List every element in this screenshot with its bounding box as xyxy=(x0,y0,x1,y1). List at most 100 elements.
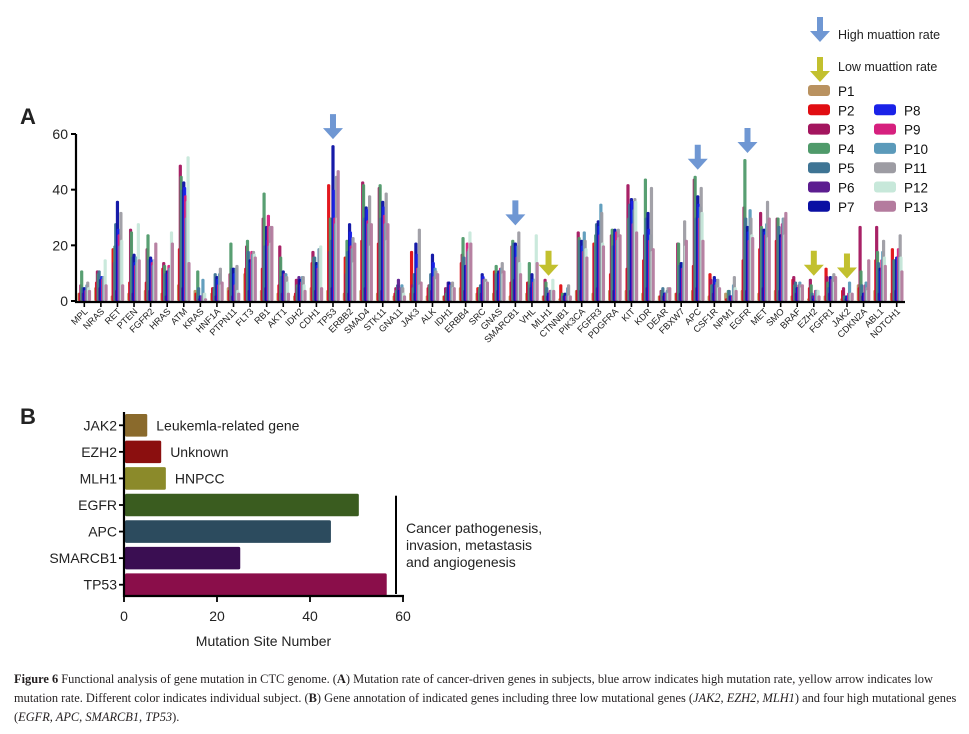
bar-ctnnb1-p13 xyxy=(568,295,572,301)
high-mutation-arrow-icon-shape xyxy=(687,144,708,170)
gene-group-apc xyxy=(690,175,705,301)
legend-high-arrow-icon xyxy=(810,17,830,42)
legend-label-p2: P2 xyxy=(838,103,855,118)
gene-group-jak3 xyxy=(409,228,423,301)
legend-swatch-p6 xyxy=(808,181,830,193)
legend-swatch-p4 xyxy=(808,142,830,154)
y-tick-label: TP53 xyxy=(84,577,118,593)
gene-group-pdgfra xyxy=(608,228,622,301)
gene-group-alk xyxy=(425,253,440,301)
x-tick-label: 0 xyxy=(120,608,128,624)
gene-group-notch1 xyxy=(889,234,904,301)
gene-group-fbxw7 xyxy=(674,220,688,301)
bar-egfr-p13 xyxy=(751,236,755,301)
x-tick-label: 60 xyxy=(395,608,411,624)
high-mutation-arrow-icon xyxy=(737,128,758,154)
high-mutation-arrow-icon xyxy=(322,114,343,140)
legend-swatch-p5 xyxy=(808,162,830,174)
gene-group-gnas xyxy=(492,262,506,301)
bar-erbb2-p13 xyxy=(353,242,357,301)
bar-kras-p13 xyxy=(203,298,208,301)
legend-swatch-p11 xyxy=(874,162,896,174)
bar-pik3ca-p13 xyxy=(585,256,589,301)
gene-group-pten xyxy=(127,223,141,301)
bar-idh1-p13 xyxy=(452,287,456,301)
legend-swatch-p1 xyxy=(808,85,830,96)
panel-a-chart: 0204060MPLNRASRETPTENFGFR2HRASATMKRASHNF… xyxy=(52,17,940,345)
bar-nras-p13 xyxy=(104,284,108,301)
bar-smad4-p13 xyxy=(369,223,373,301)
gene-group-tp53 xyxy=(326,145,340,301)
caption-label: Figure 6 xyxy=(14,672,59,686)
bar-stk11-p13 xyxy=(386,223,390,301)
group-annotation-line: Cancer pathogenesis, xyxy=(406,520,542,536)
gene-group-hras xyxy=(160,231,174,301)
gene-group-nras xyxy=(94,259,108,301)
hbar-smarcb1 xyxy=(125,546,241,570)
bar-met-p13 xyxy=(767,217,771,301)
caption-text: ) Gene annotation of indicated genes inc… xyxy=(316,691,693,705)
x-tick-label: FLT3 xyxy=(234,306,256,328)
bar-notch1-p13 xyxy=(900,270,904,301)
high-mutation-arrow-icon-shape xyxy=(505,200,526,226)
y-tick-label: 40 xyxy=(52,182,68,198)
group-annotation-line: invasion, metastasis xyxy=(406,537,532,553)
bar-ptpn11-p13 xyxy=(237,292,241,301)
gene-group-egfr xyxy=(740,159,755,301)
low-mutation-arrow-icon-shape xyxy=(803,250,824,276)
gene-group-pik3ca xyxy=(574,231,589,301)
gene-group-fgfr1 xyxy=(823,267,838,301)
gene-group-smad4 xyxy=(359,181,373,301)
legend-label-p8: P8 xyxy=(904,103,921,118)
hbar-tp53 xyxy=(125,573,387,596)
caption-ref-b: B xyxy=(308,691,317,705)
bar-alk-p13 xyxy=(436,273,440,301)
bar-gnas-p13 xyxy=(502,270,506,301)
y-tick-label: 0 xyxy=(60,293,68,309)
annotation-mlh1: HNPCC xyxy=(175,470,225,486)
figure-caption: Figure 6 Functional analysis of gene mut… xyxy=(14,670,959,727)
legend-label-p1: P1 xyxy=(838,84,855,99)
legend-label-p3: P3 xyxy=(838,123,855,138)
bar-rb1-p13 xyxy=(270,225,274,301)
bar-npm1-p13 xyxy=(734,289,738,301)
gene-group-cdh1 xyxy=(309,245,324,301)
legend-label-p4: P4 xyxy=(838,142,855,157)
legend-low-arrow-icon-shape xyxy=(810,57,830,82)
gene-group-braf xyxy=(790,275,805,301)
hbar-ezh2 xyxy=(125,440,162,464)
legend-label-p7: P7 xyxy=(838,200,855,215)
gene-group-gna11 xyxy=(392,278,407,301)
gene-group-stk11 xyxy=(375,184,390,301)
high-mutation-arrow-icon-shape xyxy=(737,128,758,154)
legend-swatch-p13 xyxy=(874,200,896,212)
bar-fgfr3-p13 xyxy=(601,245,606,301)
gene-group-dear xyxy=(657,287,672,301)
gene-group-src xyxy=(475,273,489,301)
legend-label-p13: P13 xyxy=(904,200,928,215)
hbar-mlh1 xyxy=(125,467,166,490)
gene-group-ret xyxy=(110,200,125,301)
bar-mpl-p13 xyxy=(87,289,92,301)
bar-kit-p13 xyxy=(635,231,639,301)
bar-braf-p13 xyxy=(800,284,805,301)
y-tick-label: EGFR xyxy=(78,497,117,513)
y-tick-label: APC xyxy=(88,524,117,540)
legend-label-p11: P11 xyxy=(904,161,927,176)
bar-fgfr2-p13 xyxy=(154,242,158,301)
bar-cdkn2a-p13 xyxy=(867,259,871,301)
legend-label-p12: P12 xyxy=(904,181,928,196)
gene-group-idh2 xyxy=(293,275,307,301)
bar-abl1-p13 xyxy=(883,264,887,301)
gene-group-abl1 xyxy=(873,225,887,301)
panel-a-label: A xyxy=(20,104,36,129)
caption-high-genes: EGFR, APC, SMARCB1, TP53 xyxy=(18,710,173,724)
low-mutation-arrow-icon xyxy=(803,250,824,276)
bar-src-p13 xyxy=(485,281,489,301)
bar-ezh2-p13 xyxy=(817,295,821,301)
high-mutation-arrow-icon-shape xyxy=(322,114,343,140)
bar-pdgfra-p13 xyxy=(618,234,622,301)
bar-dear-p13 xyxy=(668,287,672,301)
legend-swatch-p2 xyxy=(808,104,830,116)
high-mutation-arrow-icon xyxy=(505,200,526,226)
